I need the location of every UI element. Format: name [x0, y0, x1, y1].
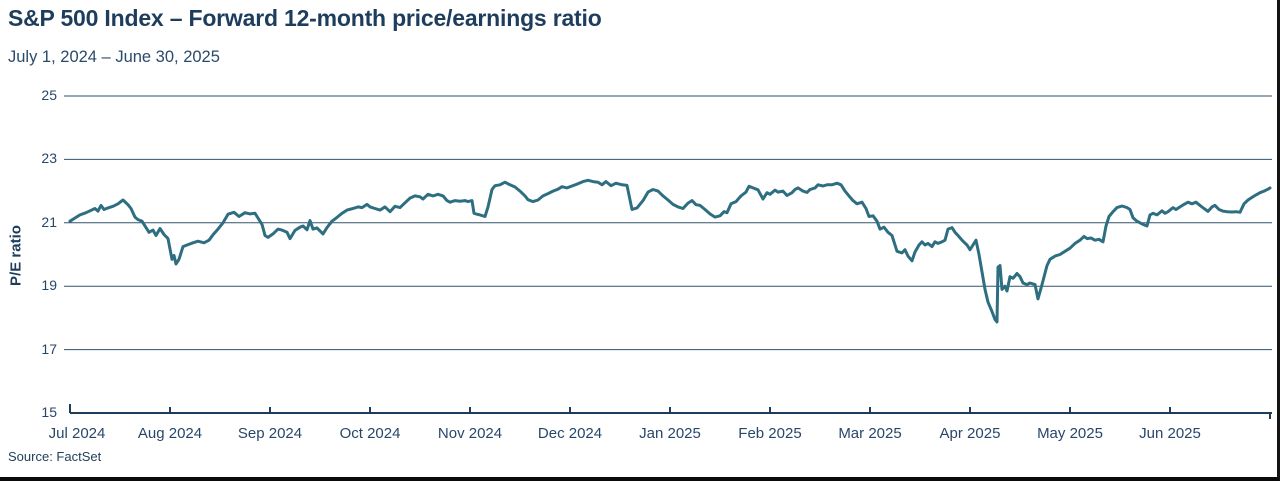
source-note: Source: FactSet — [8, 449, 102, 464]
x-tick-label-aug-2024: Aug 2024 — [137, 425, 203, 442]
y-tick-label-23: 23 — [41, 150, 57, 167]
x-tick-label-mar-2025: Mar 2025 — [838, 425, 902, 442]
x-tick-label-nov-2024: Nov 2024 — [437, 425, 503, 442]
pe-ratio-line — [68, 178, 1272, 324]
x-tick-label-jan-2025: Jan 2025 — [639, 425, 701, 442]
x-tick-label-oct-2024: Oct 2024 — [339, 425, 401, 442]
y-tick-label-19: 19 — [41, 277, 57, 294]
x-tick-label-feb-2025: Feb 2025 — [738, 425, 802, 442]
x-tick-label-jun-2025: Jun 2025 — [1139, 425, 1201, 442]
x-tick-label-dec-2024: Dec 2024 — [537, 425, 603, 442]
x-tick-label-may-2025: May 2025 — [1037, 425, 1103, 442]
chart-subtitle: July 1, 2024 – June 30, 2025 — [8, 48, 220, 66]
chart-title: S&P 500 Index – Forward 12-month price/e… — [8, 5, 602, 31]
y-tick-label-15: 15 — [41, 404, 57, 420]
x-tick-label-apr-2025: Apr 2025 — [939, 425, 1001, 442]
x-tick-label-jul-2024: Jul 2024 — [48, 425, 106, 442]
y-tick-label-21: 21 — [41, 213, 57, 230]
x-tick-label-sep-2024: Sep 2024 — [237, 425, 303, 442]
y-tick-label-25: 25 — [41, 87, 57, 103]
y-tick-label-17: 17 — [41, 340, 57, 357]
